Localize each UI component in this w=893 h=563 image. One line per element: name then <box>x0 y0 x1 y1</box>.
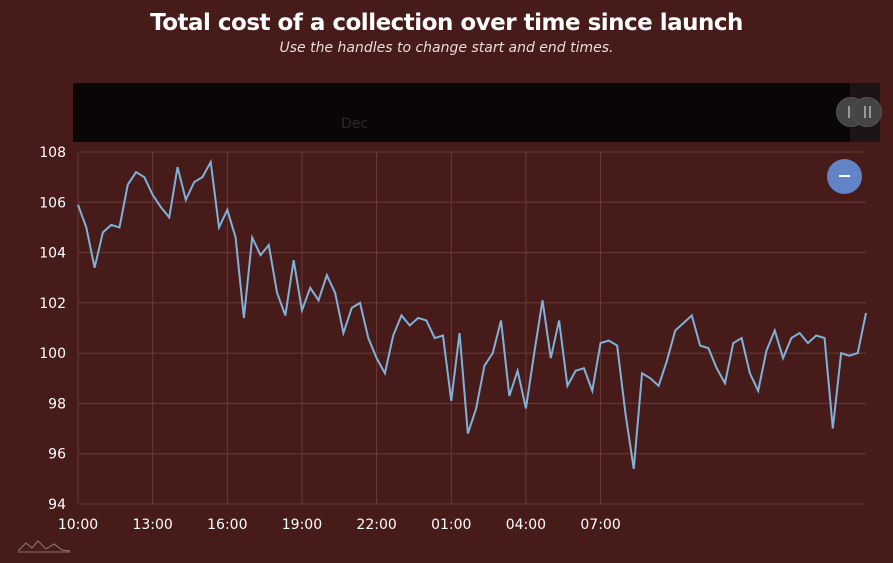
y-tick-label: 106 <box>39 195 66 211</box>
y-tick-label: 108 <box>39 145 66 161</box>
scrollbar-month-label: Dec <box>341 116 369 132</box>
y-tick-label: 94 <box>48 497 66 513</box>
x-tick-label: 04:00 <box>506 517 546 533</box>
zoom-out-button[interactable] <box>827 159 862 194</box>
time-range-scrollbar[interactable]: Dec <box>73 83 880 142</box>
x-axis-tick-labels: 10:00 13:00 16:00 19:00 22:00 01:00 04:00 07:00 <box>58 517 621 533</box>
chart-title: Total cost of a collection over time sin… <box>150 10 743 36</box>
x-tick-label: 16:00 <box>207 517 247 533</box>
scrollbar-end-handle[interactable] <box>852 97 882 127</box>
y-axis-tick-labels: 94 96 98 100 102 104 106 108 <box>39 145 66 513</box>
x-tick-label: 13:00 <box>132 517 172 533</box>
x-tick-label: 19:00 <box>282 517 322 533</box>
chart-grid <box>77 151 866 505</box>
x-tick-label: 07:00 <box>580 517 620 533</box>
y-tick-label: 96 <box>48 447 66 463</box>
x-tick-label: 10:00 <box>58 517 98 533</box>
y-tick-label: 98 <box>48 396 66 412</box>
x-tick-label: 22:00 <box>356 517 396 533</box>
cost-series-line <box>77 158 867 469</box>
chart-logo-icon <box>17 540 71 553</box>
x-tick-label: 01:00 <box>431 517 471 533</box>
chart-subtitle: Use the handles to change start and end … <box>279 40 614 56</box>
y-tick-label: 102 <box>39 296 66 312</box>
y-tick-label: 104 <box>39 246 66 262</box>
y-tick-label: 100 <box>39 346 66 362</box>
